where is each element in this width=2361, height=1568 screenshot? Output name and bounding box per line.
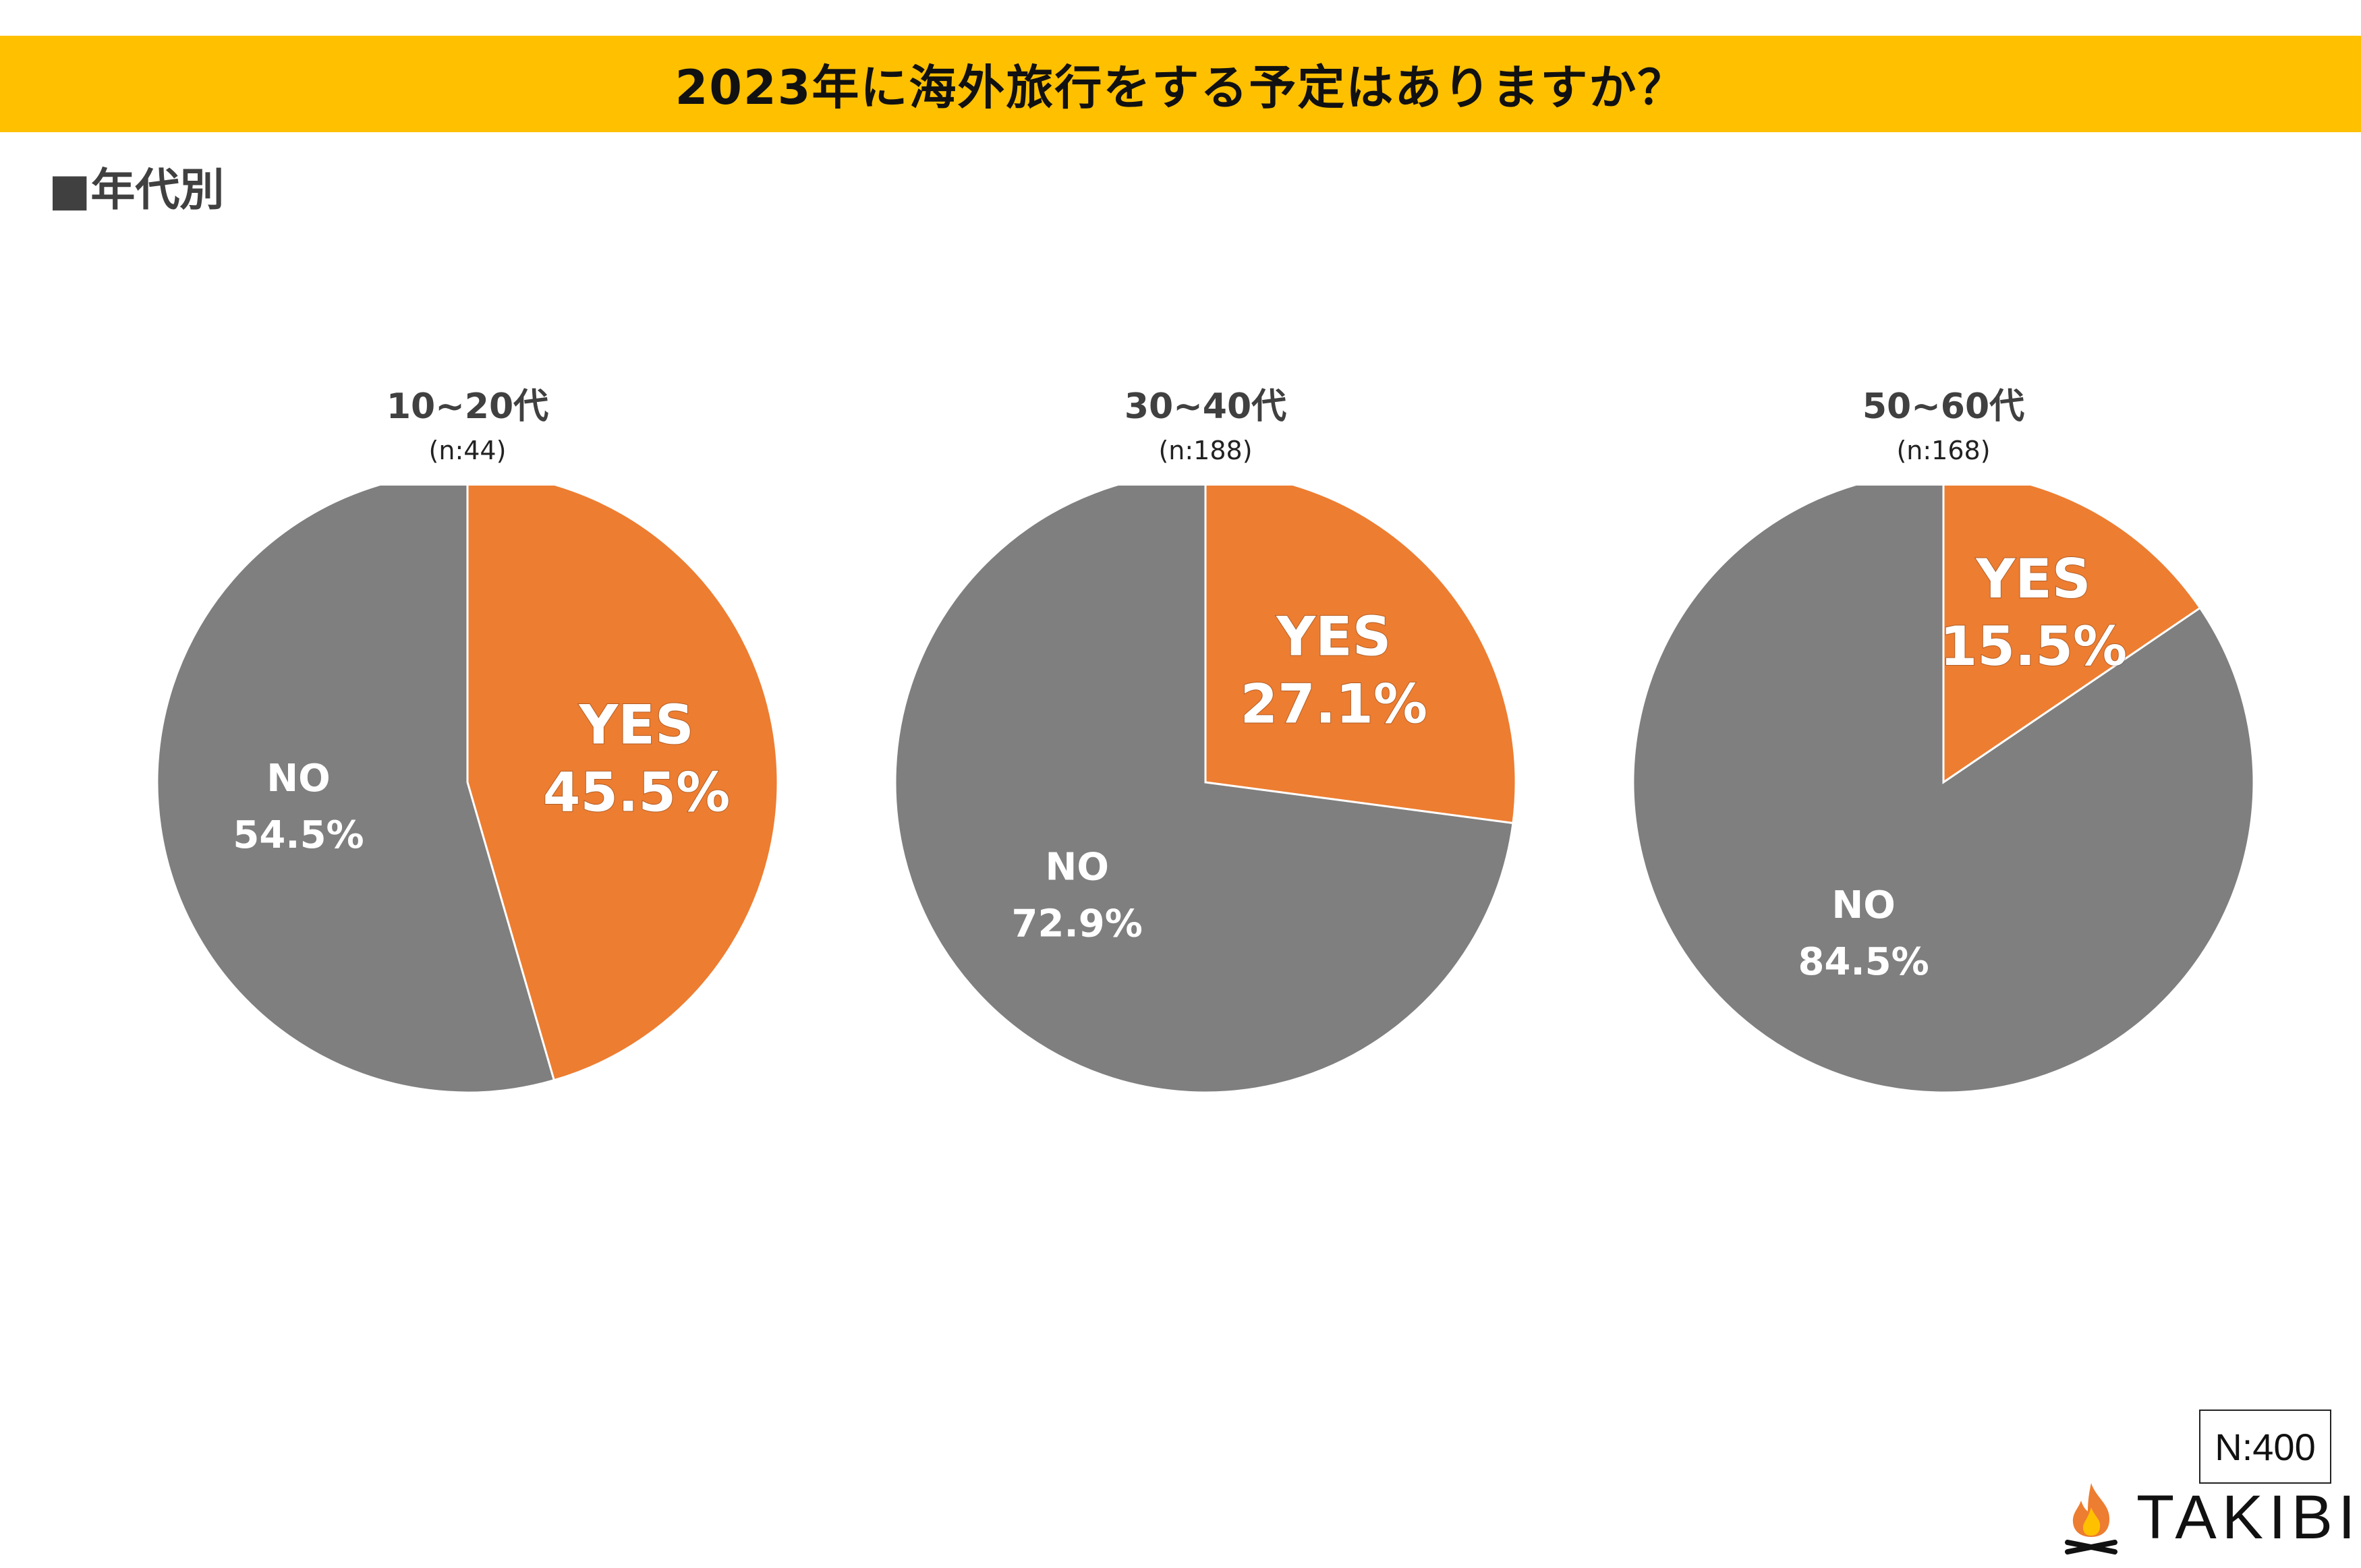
pie-chart-50-60: 50~60代 (n:168) YES 15.5% NO 84.5% bbox=[1606, 378, 2281, 1146]
slice-label-no: NO bbox=[1831, 883, 1895, 927]
pie-slice-yes bbox=[466, 486, 779, 1082]
chart-title: 10~20代 bbox=[386, 386, 549, 427]
brand-name: TAKIBI bbox=[2136, 1482, 2361, 1552]
slice-value-no: 54.5% bbox=[233, 813, 364, 857]
chart-title: 50~60代 bbox=[1862, 386, 2025, 427]
pie-slice-no bbox=[1632, 486, 2255, 1094]
flame-icon bbox=[2065, 1483, 2117, 1555]
slice-value-yes: 15.5% bbox=[1940, 615, 2128, 678]
slice-label-yes: YES bbox=[1975, 548, 2090, 610]
total-n-box: N:400 bbox=[2199, 1410, 2331, 1484]
pie-slice-no bbox=[894, 486, 1514, 1094]
slice-value-yes: 27.1% bbox=[1241, 672, 1428, 735]
chart-title: 30~40代 bbox=[1124, 386, 1287, 427]
chart-sample-size: (n:44) bbox=[428, 436, 507, 465]
slice-value-no: 84.5% bbox=[1798, 940, 1929, 984]
section-label: ■年代別 bbox=[49, 164, 225, 216]
pie-slice-no bbox=[156, 486, 556, 1094]
pie-slice-yes bbox=[1204, 486, 1517, 825]
chart-sample-size: (n:188) bbox=[1158, 436, 1253, 465]
page-title: 2023年に海外旅行をする予定はありますか？ bbox=[675, 60, 1686, 115]
slice-value-yes: 45.5% bbox=[543, 761, 731, 823]
slice-label-yes: YES bbox=[1276, 605, 1391, 668]
slice-value-no: 72.9% bbox=[1012, 902, 1143, 946]
chart-sample-size: (n:168) bbox=[1896, 436, 1991, 465]
slice-label-no: NO bbox=[1045, 845, 1108, 889]
brand-logo: TAKIBI bbox=[2061, 1480, 2361, 1555]
title-banner: 2023年に海外旅行をする予定はありますか？ bbox=[0, 36, 2361, 132]
pie-chart-30-40: 30~40代 (n:188) YES 27.1% NO 72.9% bbox=[868, 378, 1543, 1146]
slice-label-yes: YES bbox=[578, 693, 693, 756]
pie-slice-yes bbox=[1942, 486, 2202, 784]
pie-chart-10-20: 10~20代 (n:44) YES 45.5% NO 54.5% bbox=[130, 378, 805, 1146]
slice-label-no: NO bbox=[266, 757, 330, 801]
